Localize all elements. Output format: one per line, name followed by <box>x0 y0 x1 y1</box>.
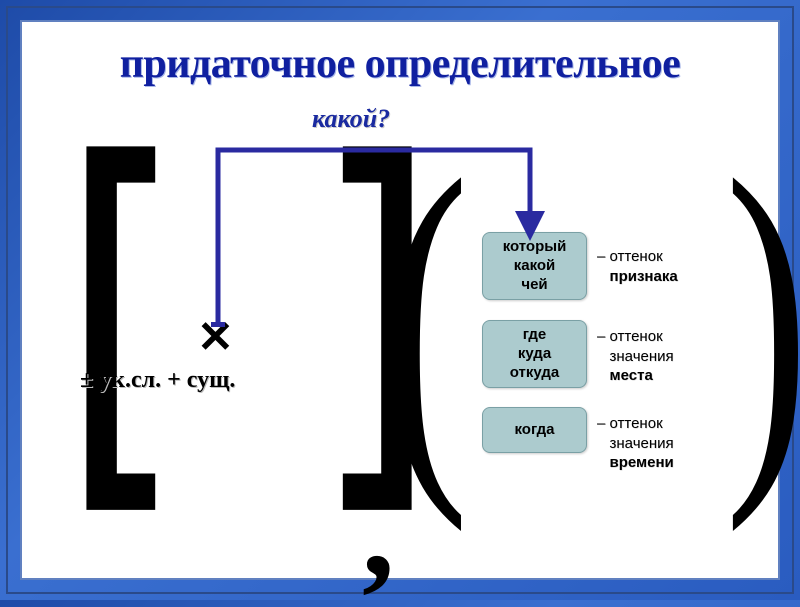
desc-bold: признака <box>610 268 678 285</box>
desc-bold: времени <box>610 454 674 471</box>
title: придаточное определительное <box>22 40 778 88</box>
desc-1: – оттенок признака <box>597 247 767 286</box>
connector-box-2: где куда откуда <box>482 320 587 388</box>
desc-bold: места <box>610 367 653 384</box>
desc-3: – оттенок значения времени <box>597 414 767 473</box>
left-bracket-label: ± ук.сл. + сущ. <box>80 367 235 394</box>
x-mark-icon: ✕ <box>197 312 234 363</box>
right-paren-open: ( <box>385 177 469 458</box>
desc-prefix: – оттенок <box>597 328 663 345</box>
connector-box-1: который какой чей <box>482 232 587 300</box>
outer-frame: придаточное определительное какой? [ ] (… <box>6 6 794 594</box>
comma: , <box>362 457 395 607</box>
connector-box-3: когда <box>482 407 587 453</box>
box-line: который <box>503 238 567 255</box>
box-line: чей <box>521 276 547 293</box>
desc-prefix: – оттенок <box>597 248 663 265</box>
desc-mid: значения <box>610 348 674 365</box>
slide-canvas: придаточное определительное какой? [ ] (… <box>20 20 780 580</box>
desc-prefix: – оттенок <box>597 415 663 432</box>
box-line: когда <box>514 421 554 438</box>
box-line: откуда <box>510 364 559 381</box>
box-line: где <box>523 326 547 343</box>
box-line: какой <box>514 257 556 274</box>
desc-2: – оттенок значения места <box>597 327 767 386</box>
desc-mid: значения <box>610 435 674 452</box>
left-square-bracket-open: [ <box>44 182 184 471</box>
box-line: куда <box>518 345 551 362</box>
